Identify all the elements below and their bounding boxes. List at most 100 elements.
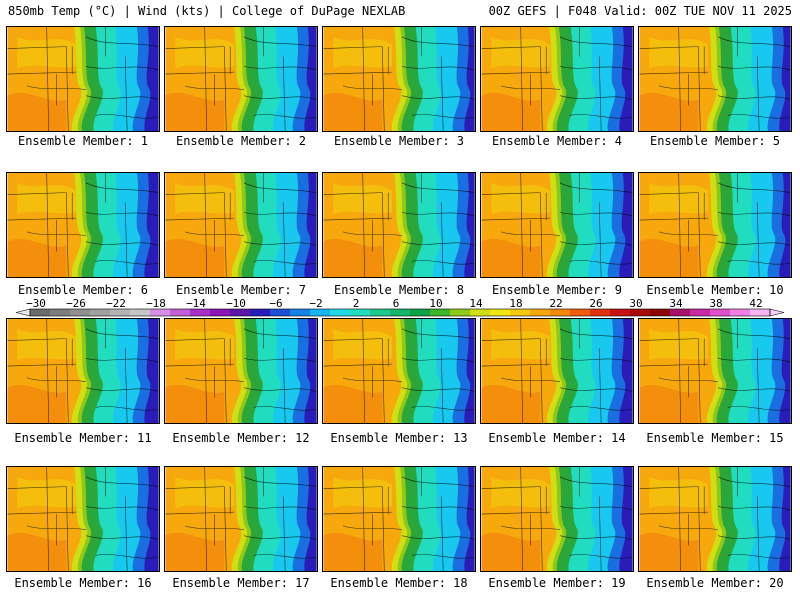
colorbar-tick-label: −26 [66, 297, 86, 310]
ensemble-member-map [480, 26, 634, 132]
member-label: Ensemble Member: 1 [17, 134, 149, 148]
colorbar-swatch [290, 309, 311, 316]
ensemble-member-map [322, 26, 476, 132]
colorbar-tick-label: −18 [146, 297, 166, 310]
ensemble-member-map [164, 172, 318, 278]
temperature-field [481, 467, 633, 571]
colorbar-tick-label: −10 [226, 297, 246, 310]
colorbar-swatch [210, 309, 231, 316]
temperature-field [639, 467, 791, 571]
ensemble-member-map [480, 466, 634, 572]
colorbar-swatch [570, 309, 591, 316]
colorbar-tick-label: −22 [106, 297, 126, 310]
colorbar-swatch [630, 309, 651, 316]
temperature-field [323, 467, 475, 571]
member-label: Ensemble Member: 4 [491, 134, 623, 148]
colorbar-swatch [390, 309, 411, 316]
colorbar-swatch [650, 309, 671, 316]
colorbar-swatch [90, 309, 111, 316]
colorbar-tick-label: −6 [269, 297, 282, 310]
colorbar-swatch [130, 309, 151, 316]
ensemble-member-map [6, 172, 160, 278]
colorbar-tick-label: 2 [353, 297, 360, 310]
colorbar-swatch [710, 309, 731, 316]
colorbar-swatch [610, 309, 631, 316]
ensemble-member-map [164, 466, 318, 572]
colorbar-swatch [110, 309, 131, 316]
colorbar-tick-label: −30 [26, 297, 46, 310]
colorbar-swatch [730, 309, 751, 316]
ensemble-member-map [6, 466, 160, 572]
colorbar-swatch [350, 309, 371, 316]
colorbar-swatch [470, 309, 491, 316]
colorbar-swatch [530, 309, 551, 316]
colorbar-tick-label: 42 [749, 297, 762, 310]
colorbar-swatch [170, 309, 191, 316]
colorbar-swatch [330, 309, 351, 316]
colorbar-tick-label: 30 [629, 297, 642, 310]
colorbar-swatch [690, 309, 711, 316]
colorbar-swatch [370, 309, 391, 316]
colorbar-swatch [310, 309, 331, 316]
temperature-field [639, 27, 791, 131]
colorbar-tick-label: 18 [509, 297, 522, 310]
temperature-field [481, 319, 633, 423]
ensemble-member-map [6, 318, 160, 424]
member-label: Ensemble Member: 12 [172, 431, 310, 445]
colorbar-swatch [30, 309, 51, 316]
colorbar-low-arrow [15, 308, 31, 317]
temperature-field [165, 27, 317, 131]
colorbar-swatch [750, 309, 771, 316]
temperature-field [7, 319, 159, 423]
member-label: Ensemble Member: 6 [17, 283, 149, 297]
member-label: Ensemble Member: 20 [646, 576, 784, 590]
member-label: Ensemble Member: 19 [488, 576, 626, 590]
member-label: Ensemble Member: 16 [14, 576, 152, 590]
temperature-field [323, 319, 475, 423]
temperature-field [165, 467, 317, 571]
member-label: Ensemble Member: 13 [330, 431, 468, 445]
colorbar-swatch [450, 309, 471, 316]
member-label: Ensemble Member: 18 [330, 576, 468, 590]
colorbar-tick-label: −2 [309, 297, 322, 310]
ensemble-member-map [638, 318, 792, 424]
temperature-field [323, 27, 475, 131]
colorbar-swatch [50, 309, 71, 316]
ensemble-member-map [164, 318, 318, 424]
member-label: Ensemble Member: 8 [333, 283, 465, 297]
member-label: Ensemble Member: 5 [649, 134, 781, 148]
colorbar-high-arrow [769, 308, 785, 317]
colorbar-swatch [670, 309, 691, 316]
ensemble-member-map [638, 172, 792, 278]
colorbar-swatch [590, 309, 611, 316]
colorbar-swatch [150, 309, 171, 316]
temperature-field [323, 173, 475, 277]
colorbar-swatch [230, 309, 251, 316]
temperature-field [639, 319, 791, 423]
temperature-field [481, 27, 633, 131]
ensemble-member-map [322, 466, 476, 572]
colorbar-swatch [550, 309, 571, 316]
colorbar-tick-label: 10 [429, 297, 442, 310]
temperature-field [639, 173, 791, 277]
member-label: Ensemble Member: 14 [488, 431, 626, 445]
member-label: Ensemble Member: 10 [646, 283, 784, 297]
temperature-field [481, 173, 633, 277]
colorbar-swatch [250, 309, 271, 316]
temperature-field [7, 27, 159, 131]
member-label: Ensemble Member: 17 [172, 576, 310, 590]
ensemble-member-map [638, 466, 792, 572]
temperature-field [7, 173, 159, 277]
member-label: Ensemble Member: 15 [646, 431, 784, 445]
ensemble-member-map [480, 318, 634, 424]
map-title: 850mb Temp (°C) | Wind (kts) | College o… [8, 4, 406, 18]
colorbar-swatch [70, 309, 91, 316]
ensemble-member-map [322, 172, 476, 278]
member-label: Ensemble Member: 3 [333, 134, 465, 148]
temperature-field [7, 467, 159, 571]
temperature-field [165, 173, 317, 277]
colorbar-tick-label: 38 [709, 297, 722, 310]
colorbar-tick-label: 34 [669, 297, 683, 310]
member-label: Ensemble Member: 2 [175, 134, 307, 148]
colorbar-tick-label: −14 [186, 297, 206, 310]
